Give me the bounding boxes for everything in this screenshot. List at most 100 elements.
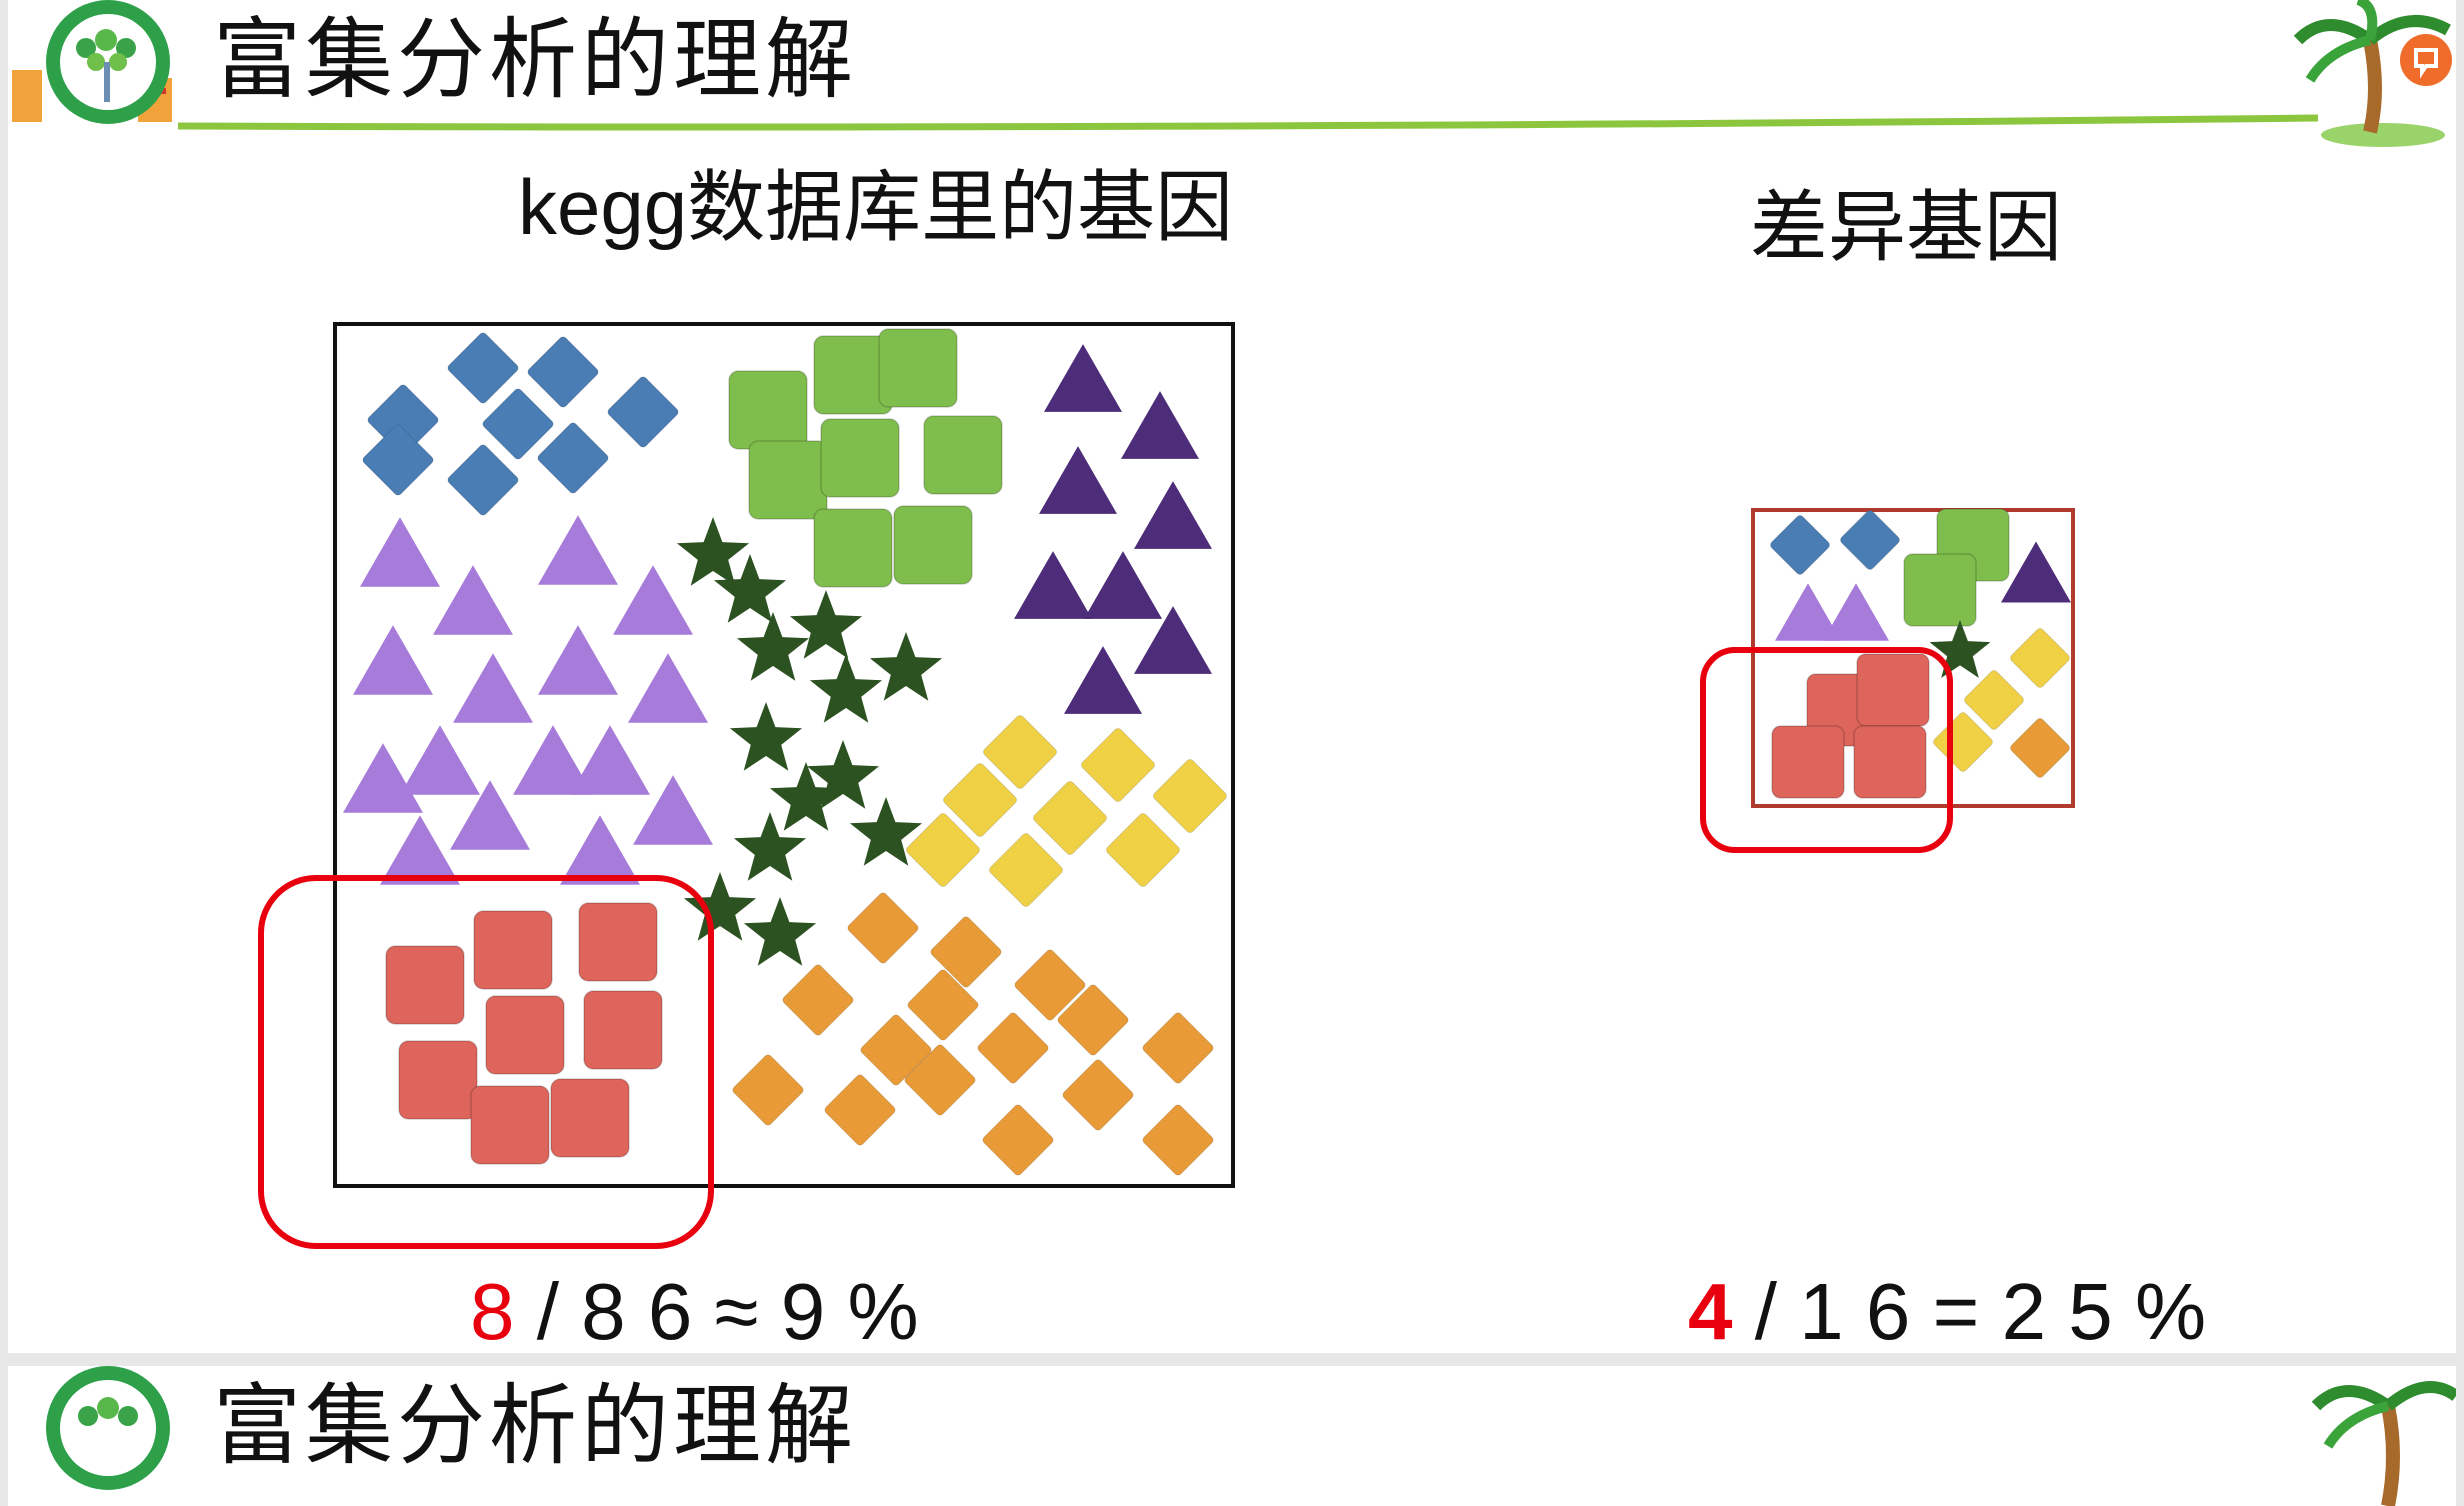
slide-graphics	[12, 0, 2452, 1249]
undefined	[729, 702, 803, 771]
undefined	[1062, 1059, 1134, 1131]
undefined	[942, 762, 1018, 838]
undefined	[470, 1085, 550, 1165]
undefined	[1770, 515, 1830, 575]
undefined	[824, 1074, 896, 1146]
kegg-ratio-count: 8	[470, 1267, 515, 1353]
diff-gene-shapes	[1770, 508, 2071, 799]
undefined	[748, 440, 828, 520]
next-slide: 富集分析的理解	[8, 1366, 2456, 1506]
undefined	[633, 775, 713, 845]
undefined	[1014, 949, 1086, 1021]
undefined	[1853, 725, 1927, 799]
undefined	[583, 990, 663, 1070]
undefined	[343, 743, 423, 813]
diff-highlight-box	[1700, 647, 1953, 853]
undefined	[613, 565, 693, 635]
undefined	[860, 1014, 932, 1086]
undefined	[1121, 391, 1199, 459]
undefined	[982, 714, 1058, 790]
undefined	[538, 515, 618, 585]
palm-tree-icon	[2293, 0, 2452, 147]
logo-icon	[12, 0, 172, 124]
diff-ratio-rest: / 1 6 = 2 5 %	[1732, 1267, 2207, 1353]
undefined	[570, 725, 650, 795]
undefined	[736, 612, 810, 681]
undefined	[537, 422, 609, 494]
undefined	[849, 797, 923, 866]
undefined	[1044, 344, 1122, 412]
undefined	[1057, 984, 1129, 1056]
undefined	[485, 995, 565, 1075]
undefined	[847, 892, 919, 964]
undefined	[1032, 780, 1108, 856]
undefined	[1064, 646, 1142, 714]
undefined	[447, 332, 519, 404]
undefined	[1084, 551, 1162, 619]
undefined	[1134, 606, 1212, 674]
undefined	[607, 376, 679, 448]
undefined	[353, 625, 433, 695]
undefined	[482, 388, 554, 460]
undefined	[513, 725, 593, 795]
undefined	[1823, 583, 1889, 641]
undefined	[538, 625, 618, 695]
undefined	[982, 1104, 1054, 1176]
undefined	[1142, 1104, 1214, 1176]
undefined	[806, 740, 880, 809]
undefined	[1014, 551, 1092, 619]
undefined	[560, 815, 640, 885]
undefined	[732, 1054, 804, 1126]
undefined	[1142, 1012, 1214, 1084]
undefined	[578, 902, 658, 982]
undefined	[1105, 812, 1181, 888]
undefined	[2001, 541, 2071, 603]
next-slide-title: 富集分析的理解	[213, 1376, 858, 1475]
undefined	[1856, 653, 1930, 727]
undefined	[809, 654, 883, 723]
undefined	[907, 969, 979, 1041]
undefined	[923, 415, 1003, 495]
undefined	[782, 964, 854, 1036]
undefined	[1039, 446, 1117, 514]
undefined	[550, 1078, 630, 1158]
undefined	[2010, 718, 2070, 778]
slide: 富集分析的理解 kegg数据库里的基因 差异基因 8 / 8 6 ≈ 9 % 4…	[8, 0, 2456, 1353]
undefined	[1152, 758, 1228, 834]
undefined	[733, 812, 807, 881]
title-underline	[177, 114, 2319, 131]
undefined	[360, 517, 440, 587]
undefined	[473, 910, 553, 990]
undefined	[1080, 727, 1156, 803]
undefined	[769, 762, 843, 831]
undefined	[362, 424, 434, 496]
undefined	[728, 370, 808, 450]
diff-ratio-count: 4	[1688, 1267, 1733, 1353]
undefined	[878, 328, 958, 408]
kegg-highlight-box	[258, 875, 714, 1249]
kegg-gene-shapes	[343, 328, 1228, 1176]
undefined	[905, 812, 981, 888]
undefined	[1964, 670, 2024, 730]
logo-icon	[46, 1366, 170, 1490]
undefined	[1840, 510, 1900, 570]
slide-title: 富集分析的理解	[213, 10, 858, 109]
undefined	[977, 1012, 1049, 1084]
undefined	[628, 653, 708, 723]
undefined	[1775, 583, 1841, 641]
undefined	[988, 832, 1064, 908]
undefined	[433, 565, 513, 635]
undefined	[813, 508, 893, 588]
undefined	[820, 418, 900, 498]
undefined	[1771, 725, 1845, 799]
kegg-ratio: 8 / 8 6 ≈ 9 %	[470, 1272, 919, 1352]
diff-ratio: 4 / 1 6 = 2 5 %	[1688, 1272, 2206, 1352]
undefined	[2010, 628, 2070, 688]
undefined	[1134, 481, 1212, 549]
undefined	[683, 872, 757, 941]
undefined	[789, 590, 863, 659]
diff-gene-box	[1751, 508, 2075, 808]
palm-tree-icon	[2311, 1381, 2456, 1506]
kegg-gene-box	[333, 322, 1235, 1188]
undefined	[904, 1044, 976, 1116]
